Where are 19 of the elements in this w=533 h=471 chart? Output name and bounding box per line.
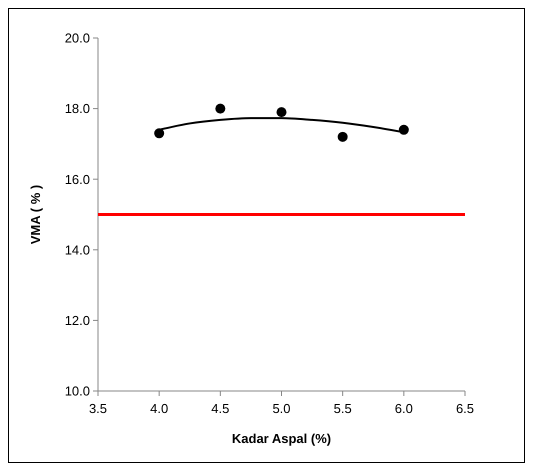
x-axis-title: Kadar Aspal (%) <box>232 431 332 446</box>
y-tick-label: 12.0 <box>64 312 90 328</box>
y-tick-label: 10.0 <box>64 384 90 399</box>
x-tick-label: 3.5 <box>88 401 108 416</box>
point <box>338 132 348 142</box>
x-tick-label: 6.5 <box>456 401 474 416</box>
x-tick-label: 5.0 <box>272 401 291 416</box>
x-tick-label: 5.5 <box>334 401 352 416</box>
y-tick-label: 16.0 <box>64 172 90 187</box>
point <box>154 128 164 138</box>
y-axis-title: VMA ( % ) <box>28 184 43 244</box>
point <box>215 104 226 114</box>
x-tick-label: 4.0 <box>150 401 168 416</box>
point <box>276 107 286 118</box>
y-tick-label: 14.0 <box>64 242 90 258</box>
y-tick-label: 20.0 <box>64 30 90 46</box>
x-tick-label: 4.5 <box>211 401 230 416</box>
x-tick-label: 6.0 <box>394 401 413 416</box>
y-tick-label: 18.0 <box>64 101 90 116</box>
